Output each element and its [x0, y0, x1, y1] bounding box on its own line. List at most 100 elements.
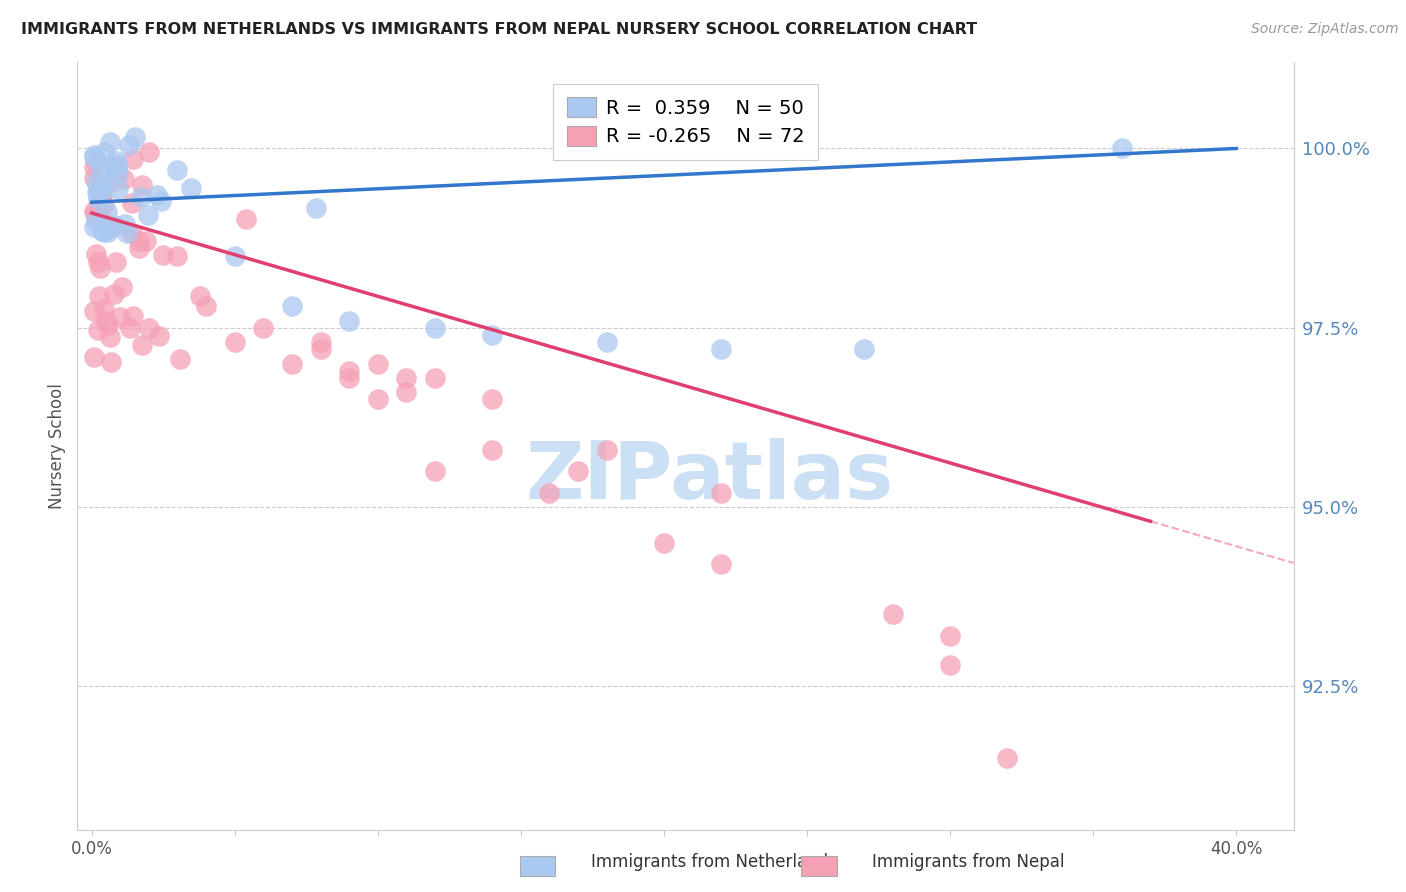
- Point: [103, 287, 125, 301]
- Point: [169, 351, 191, 366]
- Point: [101, 159, 124, 173]
- Point: [596, 334, 619, 349]
- Point: [129, 190, 152, 204]
- Point: [122, 310, 145, 324]
- Point: [93, 145, 115, 159]
- Point: [121, 196, 143, 211]
- Point: [122, 152, 145, 166]
- Point: [423, 464, 446, 478]
- Point: [939, 629, 962, 643]
- Point: [128, 234, 150, 248]
- Point: [87, 323, 110, 337]
- Point: [107, 182, 129, 196]
- Point: [882, 607, 904, 622]
- Point: [97, 225, 120, 239]
- Point: [367, 392, 389, 407]
- Point: [105, 154, 128, 169]
- Point: [93, 225, 115, 239]
- Point: [114, 217, 136, 231]
- Point: [93, 178, 115, 192]
- Point: [1111, 141, 1133, 155]
- Point: [89, 261, 111, 276]
- Point: [84, 214, 107, 228]
- Point: [145, 188, 167, 202]
- Point: [96, 205, 118, 219]
- Point: [90, 224, 112, 238]
- Point: [124, 129, 146, 144]
- Point: [538, 485, 561, 500]
- Text: ZIPatlas: ZIPatlas: [526, 438, 894, 516]
- Point: [98, 163, 121, 178]
- Y-axis label: Nursery School: Nursery School: [48, 383, 66, 509]
- Point: [180, 181, 202, 195]
- Point: [120, 321, 142, 335]
- Point: [710, 558, 733, 572]
- Point: [395, 385, 418, 400]
- Point: [84, 206, 107, 220]
- Point: [91, 219, 114, 234]
- Point: [96, 222, 118, 236]
- Point: [853, 342, 876, 356]
- Point: [567, 464, 589, 478]
- Point: [281, 299, 304, 313]
- Point: [118, 138, 141, 153]
- Point: [83, 161, 105, 175]
- Point: [100, 355, 122, 369]
- Point: [115, 227, 138, 241]
- Point: [89, 183, 111, 197]
- Point: [100, 219, 122, 234]
- Point: [337, 371, 360, 385]
- Point: [224, 249, 246, 263]
- Point: [166, 249, 188, 263]
- Point: [138, 320, 160, 334]
- Point: [83, 304, 105, 318]
- Point: [83, 148, 105, 162]
- Point: [281, 357, 304, 371]
- Point: [103, 218, 125, 232]
- Point: [103, 174, 125, 188]
- Point: [710, 342, 733, 356]
- Point: [136, 208, 159, 222]
- Point: [135, 235, 157, 249]
- Point: [87, 255, 110, 269]
- Point: [114, 172, 136, 186]
- Point: [166, 163, 188, 178]
- Point: [367, 357, 389, 371]
- Point: [596, 442, 619, 457]
- Point: [652, 536, 675, 550]
- Point: [131, 178, 153, 193]
- Text: Immigrants from Netherlands: Immigrants from Netherlands: [591, 853, 837, 871]
- Point: [224, 334, 246, 349]
- Point: [89, 159, 111, 173]
- Point: [939, 657, 962, 672]
- Point: [84, 153, 107, 168]
- Point: [98, 136, 121, 150]
- Point: [395, 371, 418, 385]
- Point: [235, 211, 257, 226]
- Point: [84, 175, 107, 189]
- Text: Immigrants from Nepal: Immigrants from Nepal: [872, 853, 1064, 871]
- Point: [309, 334, 332, 349]
- Point: [97, 318, 120, 333]
- Point: [710, 485, 733, 500]
- Point: [87, 192, 110, 206]
- Point: [83, 219, 105, 234]
- Point: [481, 392, 503, 407]
- Point: [107, 167, 129, 181]
- Point: [128, 241, 150, 255]
- Point: [86, 185, 108, 199]
- Point: [105, 166, 128, 180]
- Point: [108, 310, 131, 324]
- Point: [86, 247, 108, 261]
- Point: [89, 209, 111, 223]
- Point: [94, 314, 117, 328]
- Point: [481, 442, 503, 457]
- Text: Source: ZipAtlas.com: Source: ZipAtlas.com: [1251, 22, 1399, 37]
- Point: [93, 302, 115, 317]
- Point: [481, 327, 503, 342]
- Point: [252, 320, 274, 334]
- Point: [87, 289, 110, 303]
- Point: [337, 313, 360, 327]
- Point: [105, 255, 128, 269]
- Point: [190, 289, 212, 303]
